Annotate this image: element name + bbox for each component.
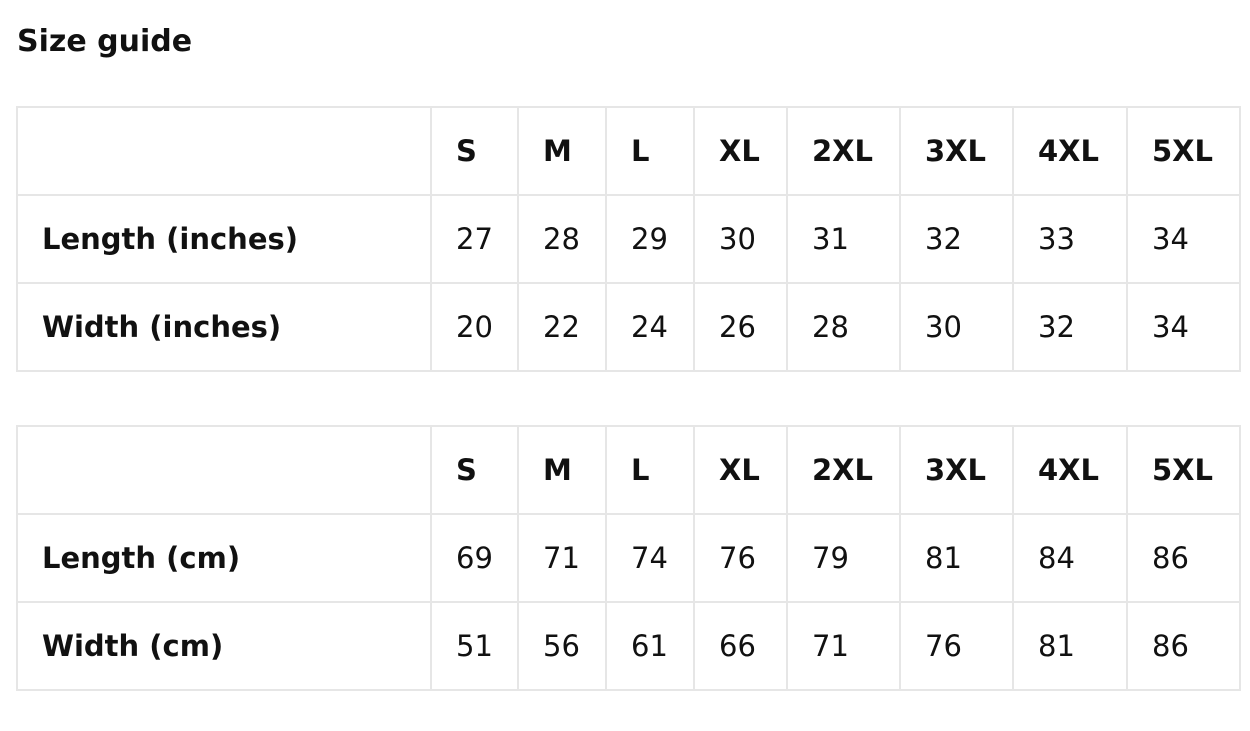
header-row: S M L XL 2XL 3XL 4XL 5XL — [16, 106, 1241, 196]
measurement-cell: 24 — [605, 282, 695, 372]
measurement-cell: 26 — [693, 282, 788, 372]
size-table-cm: S M L XL 2XL 3XL 4XL 5XL Length (cm) 69 71 74 76 79 81… — [16, 425, 1241, 691]
size-header: 3XL — [899, 425, 1014, 515]
size-header: 4XL — [1012, 425, 1128, 515]
size-header: XL — [693, 425, 788, 515]
measurement-cell: 34 — [1126, 282, 1241, 372]
row-label: Width (inches) — [16, 282, 432, 372]
measurement-cell: 30 — [693, 194, 788, 284]
measurement-cell: 81 — [899, 513, 1014, 603]
measurement-cell: 81 — [1012, 601, 1128, 691]
size-table-inches: S M L XL 2XL 3XL 4XL 5XL Length (inches) 27 28 29 30… — [16, 106, 1241, 372]
measurement-cell: 56 — [517, 601, 607, 691]
measurement-cell: 71 — [517, 513, 607, 603]
empty-header-cell — [16, 425, 432, 515]
measurement-cell: 61 — [605, 601, 695, 691]
table-row: Width (inches) 20 22 24 26 28 30 32 34 — [16, 282, 1241, 372]
measurement-cell: 76 — [693, 513, 788, 603]
size-header: L — [605, 425, 695, 515]
measurement-cell: 79 — [786, 513, 901, 603]
measurement-cell: 31 — [786, 194, 901, 284]
size-header: M — [517, 425, 607, 515]
table-row: Length (cm) 69 71 74 76 79 81 84 86 — [16, 513, 1241, 603]
size-header: 5XL — [1126, 425, 1241, 515]
measurement-cell: 22 — [517, 282, 607, 372]
size-header: 2XL — [786, 106, 901, 196]
measurement-cell: 32 — [899, 194, 1014, 284]
page-title: Size guide — [17, 24, 193, 59]
measurement-cell: 51 — [430, 601, 519, 691]
measurement-cell: 71 — [786, 601, 901, 691]
empty-header-cell — [16, 106, 432, 196]
measurement-cell: 86 — [1126, 513, 1241, 603]
measurement-cell: 84 — [1012, 513, 1128, 603]
measurement-cell: 20 — [430, 282, 519, 372]
measurement-cell: 30 — [899, 282, 1014, 372]
row-label: Length (inches) — [16, 194, 432, 284]
measurement-cell: 29 — [605, 194, 695, 284]
size-header: M — [517, 106, 607, 196]
size-header: S — [430, 106, 519, 196]
measurement-cell: 27 — [430, 194, 519, 284]
size-header: XL — [693, 106, 788, 196]
size-header: L — [605, 106, 695, 196]
measurement-cell: 34 — [1126, 194, 1241, 284]
measurement-cell: 74 — [605, 513, 695, 603]
measurement-cell: 69 — [430, 513, 519, 603]
measurement-cell: 33 — [1012, 194, 1128, 284]
row-label: Length (cm) — [16, 513, 432, 603]
measurement-cell: 86 — [1126, 601, 1241, 691]
table-row: Length (inches) 27 28 29 30 31 32 33 34 — [16, 194, 1241, 284]
size-header: 2XL — [786, 425, 901, 515]
size-header: 3XL — [899, 106, 1014, 196]
size-header: 4XL — [1012, 106, 1128, 196]
measurement-cell: 32 — [1012, 282, 1128, 372]
table-row: Width (cm) 51 56 61 66 71 76 81 86 — [16, 601, 1241, 691]
size-header: S — [430, 425, 519, 515]
size-header: 5XL — [1126, 106, 1241, 196]
measurement-cell: 28 — [786, 282, 901, 372]
measurement-cell: 76 — [899, 601, 1014, 691]
row-label: Width (cm) — [16, 601, 432, 691]
measurement-cell: 28 — [517, 194, 607, 284]
measurement-cell: 66 — [693, 601, 788, 691]
header-row: S M L XL 2XL 3XL 4XL 5XL — [16, 425, 1241, 515]
